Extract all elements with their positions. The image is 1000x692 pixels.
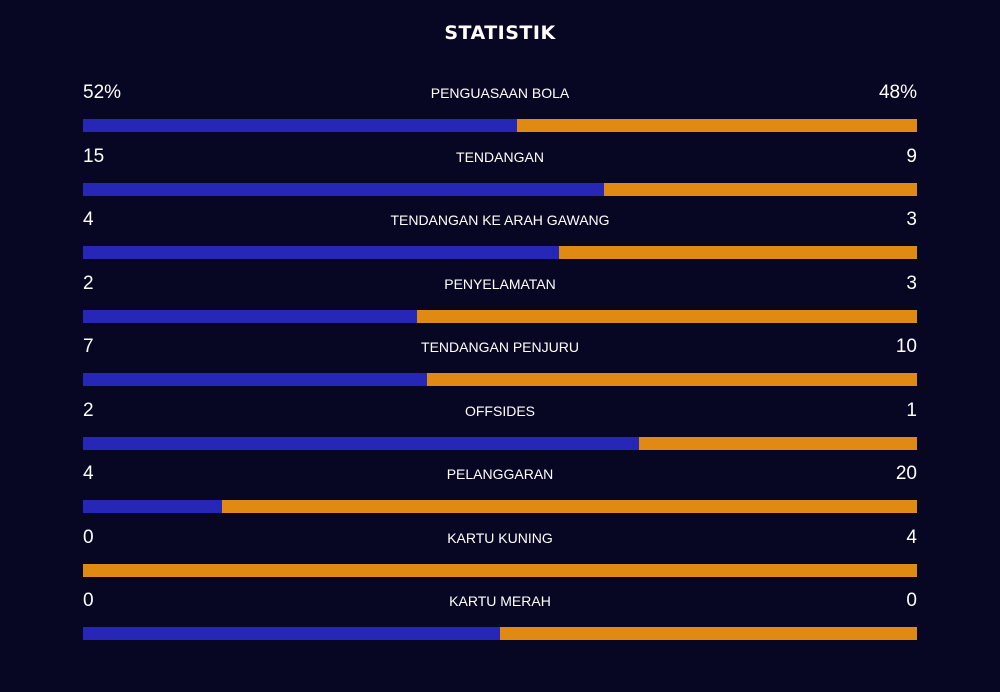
stat-row-saves: 2 PENYELAMATAN 3 [83,271,917,335]
away-value: 48% [878,82,917,103]
home-bar-segment [83,500,223,513]
stat-label: TENDANGAN [456,148,544,165]
stat-row-shots-on-target: 4 TENDANGAN KE ARAH GAWANG 3 [83,207,917,271]
home-bar-segment [83,309,417,323]
away-bar-segment [426,373,917,386]
home-value: 7 [83,336,94,357]
away-bar-segment [639,436,917,450]
stat-labels: 4 PELANGGARAN 20 [83,461,917,487]
stat-labels: 52% PENGUASAAN BOLA 48% [83,80,917,106]
comparison-bar [83,309,917,323]
home-bar-segment [83,436,640,450]
stat-label: PELANGGARAN [446,466,554,482]
home-bar-segment [83,246,560,259]
stat-label: KARTU MERAH [449,593,551,609]
stat-row-possession: 52% PENGUASAAN BOLA 48% [83,80,917,144]
stat-row-offsides: 2 OFFSIDES 1 [83,398,917,462]
away-value: 20 [895,463,917,484]
away-bar-segment [416,309,917,323]
stat-label: KARTU KUNING [447,529,553,546]
home-bar-segment [83,182,605,196]
home-value: 2 [83,399,94,421]
stat-row-shots: 15 TENDANGAN 9 [83,144,917,208]
home-value: 4 [83,463,94,484]
stat-row-red-cards: 0 KARTU MERAH 0 [83,588,917,652]
stat-label: PENYELAMATAN [444,275,556,292]
comparison-bar [83,119,917,132]
away-value: 1 [906,399,917,421]
away-value: 9 [906,145,917,167]
stat-label: TENDANGAN KE ARAH GAWANG [390,212,610,228]
comparison-bar [83,436,917,450]
away-bar-segment [604,182,917,196]
stat-labels: 15 TENDANGAN 9 [83,144,917,170]
stats-list: 52% PENGUASAAN BOLA 48% 15 TENDANGAN 9 4… [83,80,917,652]
away-value: 3 [906,209,917,230]
away-value: 4 [906,526,917,548]
stat-label: TENDANGAN PENJURU [421,339,579,355]
stat-labels: 4 TENDANGAN KE ARAH GAWANG 3 [83,207,917,233]
home-value: 52% [83,82,122,103]
away-bar-segment [222,500,917,513]
stat-label: PENGUASAAN BOLA [430,85,570,101]
stat-labels: 0 KARTU KUNING 4 [83,525,917,551]
stat-row-fouls: 4 PELANGGARAN 20 [83,461,917,525]
away-bar-segment [500,627,917,640]
home-bar-segment [83,627,500,640]
home-bar-segment [83,119,517,132]
home-bar-segment [83,373,427,386]
comparison-bar [83,182,917,196]
comparison-bar [83,563,917,577]
stat-row-corners: 7 TENDANGAN PENJURU 10 [83,334,917,398]
comparison-bar [83,246,917,259]
home-value: 15 [83,145,105,167]
home-value: 4 [83,209,94,230]
away-value: 0 [906,590,917,611]
home-value: 2 [83,272,94,294]
away-bar-segment [83,563,917,577]
stat-labels: 2 PENYELAMATAN 3 [83,271,917,297]
home-value: 0 [83,526,94,548]
page-title: STATISTIK [444,22,556,44]
stat-labels: 2 OFFSIDES 1 [83,398,917,424]
comparison-bar [83,500,917,513]
stat-label: OFFSIDES [464,402,535,419]
away-value: 10 [895,336,917,357]
stat-labels: 7 TENDANGAN PENJURU 10 [83,334,917,360]
comparison-bar [83,627,917,640]
home-value: 0 [83,590,94,611]
away-bar-segment [559,246,917,259]
away-value: 3 [906,272,917,294]
stat-row-yellow-cards: 0 KARTU KUNING 4 [83,525,917,589]
away-bar-segment [516,119,917,132]
stat-labels: 0 KARTU MERAH 0 [83,588,917,614]
comparison-bar [83,373,917,386]
